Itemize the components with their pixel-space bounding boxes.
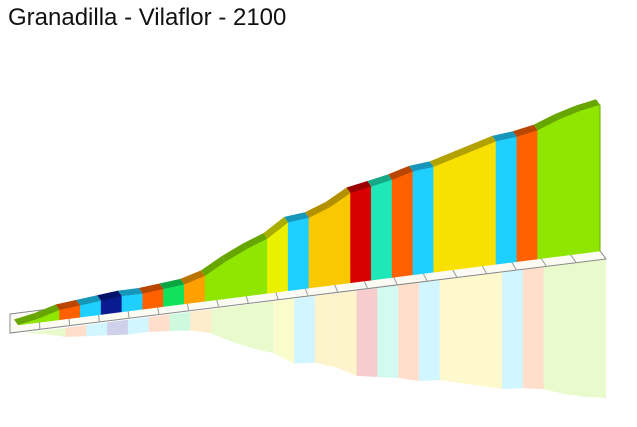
profile-top-edge (117, 288, 143, 297)
profile-segment (537, 119, 559, 260)
profile-top-edge (325, 187, 351, 208)
reflection-segment (65, 325, 87, 337)
profile-top-edge (388, 165, 413, 180)
profile-segment (516, 129, 538, 262)
reflection-segment (190, 309, 212, 334)
profile-top-edge (346, 180, 372, 194)
profile-top-edge (575, 99, 600, 112)
profile-top-edge (471, 135, 497, 150)
profile-top-edge (512, 124, 538, 137)
profile-top-edge (97, 290, 122, 301)
reflection-segment (148, 314, 170, 332)
reflection-segment (24, 330, 45, 335)
reflection-segment (252, 301, 274, 354)
profile-top-edge (55, 299, 81, 310)
profile-top-edge (492, 131, 517, 142)
profile-body (14, 99, 601, 326)
profile-top-edge (408, 161, 434, 172)
chart-title: Granadilla - Vilaflor - 2100 (8, 4, 287, 31)
profile-segment (350, 186, 372, 284)
reflection-segment (377, 285, 399, 379)
reflection-segment (169, 311, 191, 332)
profile-top-edge (159, 278, 185, 289)
reflection-segment (86, 322, 108, 337)
profile-segment (578, 104, 601, 254)
profile-segment (371, 179, 393, 281)
profile-top-edge (14, 312, 39, 325)
profile-top-edge (221, 243, 247, 262)
reflection-segment (107, 319, 128, 336)
profile-segment (287, 217, 310, 291)
reflection-segment (439, 277, 461, 384)
profile-top-edge (305, 201, 330, 218)
profile-segment (329, 192, 351, 286)
profile-top-edge (242, 233, 268, 250)
profile-top-edge (450, 144, 476, 159)
profile-top-edge (554, 105, 580, 120)
profile-segment (495, 136, 518, 265)
reflection-segment (127, 317, 149, 335)
profile-segment (558, 110, 580, 257)
profile-segment (412, 166, 435, 276)
reflection-segment (522, 266, 544, 390)
profile-top-edge (180, 270, 206, 285)
profile-top-edge (263, 216, 289, 239)
reflection-segment (543, 264, 565, 394)
profile-top-edge (533, 114, 559, 131)
profile-top-edge (284, 212, 309, 223)
reflection-segment (335, 290, 357, 376)
profile-top-edge (367, 174, 393, 187)
profile-top-edge (34, 304, 60, 319)
reflection-segment (273, 298, 295, 364)
profile-top-edge (138, 283, 164, 294)
profile-segment (121, 293, 144, 313)
reflection-segment (481, 272, 503, 389)
profile-segment (308, 206, 331, 289)
profile-reflection (24, 259, 606, 398)
reflection-segment (585, 259, 606, 398)
profile-top-edge (76, 295, 102, 306)
profile-segment (454, 149, 476, 270)
reflection-segment (356, 288, 378, 377)
profile-segment (433, 157, 455, 273)
profile-segment (391, 170, 414, 278)
reflection-segment (460, 274, 482, 387)
reflection-segment (564, 261, 586, 397)
reflection-segment (294, 296, 315, 364)
profile-segment (474, 140, 497, 268)
reflection-segment (502, 269, 523, 389)
reflection-segment (211, 306, 232, 342)
profile-top-edge (201, 256, 226, 276)
reflection-segment (231, 303, 253, 349)
profile-top-edge (429, 152, 455, 167)
reflection-segment (44, 327, 66, 337)
reflection-segment (315, 293, 336, 368)
reflection-segment (418, 280, 440, 381)
reflection-segment (398, 282, 419, 381)
